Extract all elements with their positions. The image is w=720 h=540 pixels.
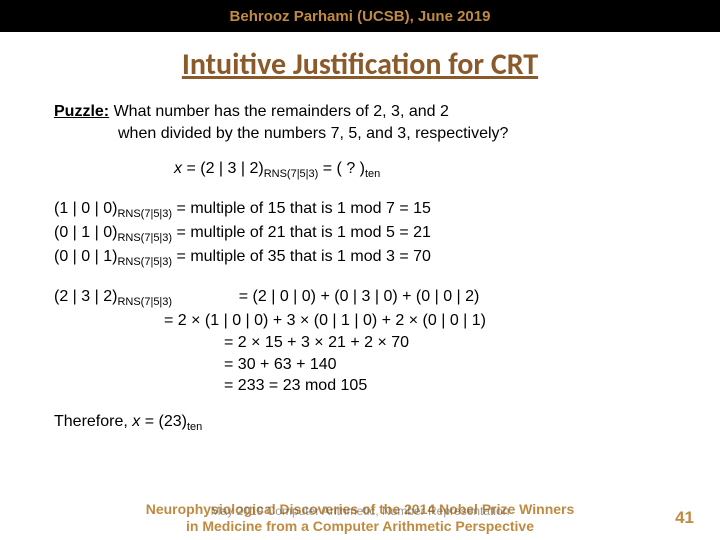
eq-x: x <box>174 160 182 177</box>
therefore-pre: Therefore, <box>54 413 132 430</box>
header-text: Behrooz Parhami (UCSB), June 2019 <box>230 8 491 25</box>
therefore-post: = (23) <box>140 413 187 430</box>
decomp-sub: RNS(7|5|3) <box>117 297 172 309</box>
eq-body1: = (2 | 3 | 2) <box>182 160 264 177</box>
therefore-sub: ten <box>187 421 202 433</box>
decomp-r5: = 233 = 23 mod 105 <box>54 375 670 397</box>
basis-mid: = multiple of 15 that is 1 mod 7 = 15 <box>172 200 431 217</box>
puzzle-line1: What number has the remainders of 2, 3, … <box>109 103 449 120</box>
slide-title: Intuitive Justification for CRT <box>0 46 720 83</box>
basis-row: (0 | 0 | 1)RNS(7|5|3) = multiple of 35 t… <box>54 246 670 270</box>
eq-body2: = ( ? ) <box>318 160 365 177</box>
decomp-r1: = (2 | 0 | 0) + (0 | 3 | 0) + (0 | 0 | 2… <box>239 288 480 305</box>
basis-block: (1 | 0 | 0)RNS(7|5|3) = multiple of 15 t… <box>54 198 670 270</box>
main-equation: x = (2 | 3 | 2)RNS(7|5|3) = ( ? )ten <box>54 158 670 182</box>
basis-mid: = multiple of 35 that is 1 mod 3 = 70 <box>172 248 431 265</box>
basis-sub: RNS(7|5|3) <box>117 256 172 268</box>
content: Puzzle: What number has the remainders o… <box>0 101 720 435</box>
basis-lhs: (1 | 0 | 0) <box>54 200 117 217</box>
decomp-r3: = 2 × 15 + 3 × 21 + 2 × 70 <box>54 332 670 354</box>
header-bar: Behrooz Parhami (UCSB), June 2019 <box>0 0 720 32</box>
basis-row: (1 | 0 | 0)RNS(7|5|3) = multiple of 15 t… <box>54 198 670 222</box>
page-number: 41 <box>675 508 694 528</box>
decomp-block: (2 | 3 | 2)RNS(7|5|3) = (2 | 0 | 0) + (0… <box>54 286 670 396</box>
basis-mid: = multiple of 21 that is 1 mod 5 = 21 <box>172 224 431 241</box>
footer-shadow: May 2019 Computer Arithmetic, Number Rep… <box>211 504 510 518</box>
decomp-lhs: (2 | 3 | 2) <box>54 288 117 305</box>
footer-line2: in Medicine from a Computer Arithmetic P… <box>186 518 534 534</box>
puzzle-block: Puzzle: What number has the remainders o… <box>54 101 670 144</box>
puzzle-line2: when divided by the numbers 7, 5, and 3,… <box>54 125 508 142</box>
basis-lhs: (0 | 0 | 1) <box>54 248 117 265</box>
basis-lhs: (0 | 1 | 0) <box>54 224 117 241</box>
decomp-line1: (2 | 3 | 2)RNS(7|5|3) = (2 | 0 | 0) + (0… <box>54 286 670 310</box>
basis-row: (0 | 1 | 0)RNS(7|5|3) = multiple of 21 t… <box>54 222 670 246</box>
basis-sub: RNS(7|5|3) <box>117 232 172 244</box>
basis-sub: RNS(7|5|3) <box>117 208 172 220</box>
eq-sub2: ten <box>365 168 380 180</box>
decomp-r4: = 30 + 63 + 140 <box>54 354 670 376</box>
eq-sub1: RNS(7|5|3) <box>264 168 319 180</box>
therefore-line: Therefore, x = (23)ten <box>54 411 670 435</box>
footer: Neurophysiological Discoveries of the 20… <box>0 496 720 540</box>
puzzle-label: Puzzle: <box>54 103 109 120</box>
decomp-r2: = 2 × (1 | 0 | 0) + 3 × (0 | 1 | 0) + 2 … <box>54 310 670 332</box>
